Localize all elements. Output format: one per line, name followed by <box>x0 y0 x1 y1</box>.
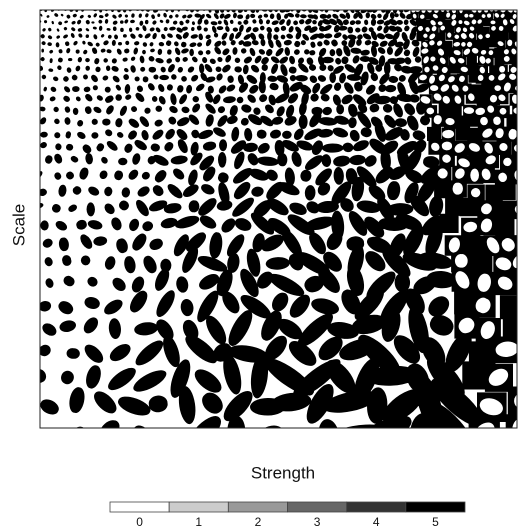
pattern-dark-spots <box>40 10 484 428</box>
y-axis-label: Scale <box>9 204 28 247</box>
colorbar-tick-label: 2 <box>255 515 262 529</box>
colorbar-tick-label: 3 <box>314 515 321 529</box>
plot-frame <box>39 9 518 429</box>
colorbar-tick-label: 5 <box>432 515 439 529</box>
pattern-image <box>40 10 517 428</box>
colorbar-tick-label: 4 <box>373 515 380 529</box>
pattern-light-spots <box>411 10 517 428</box>
colorbar-segment <box>227 501 288 513</box>
colorbar-tick-label: 1 <box>195 515 202 529</box>
colorbar-segment <box>346 501 407 513</box>
colorbar-segment <box>168 501 229 513</box>
colorbar-segment <box>287 501 348 513</box>
colorbar: 0 1 2 3 4 5 <box>109 501 466 529</box>
colorbar-segment <box>405 501 466 513</box>
colorbar-segment <box>109 501 170 513</box>
colorbar-tick-label: 0 <box>136 515 143 529</box>
x-axis-label: Strength <box>251 463 315 482</box>
